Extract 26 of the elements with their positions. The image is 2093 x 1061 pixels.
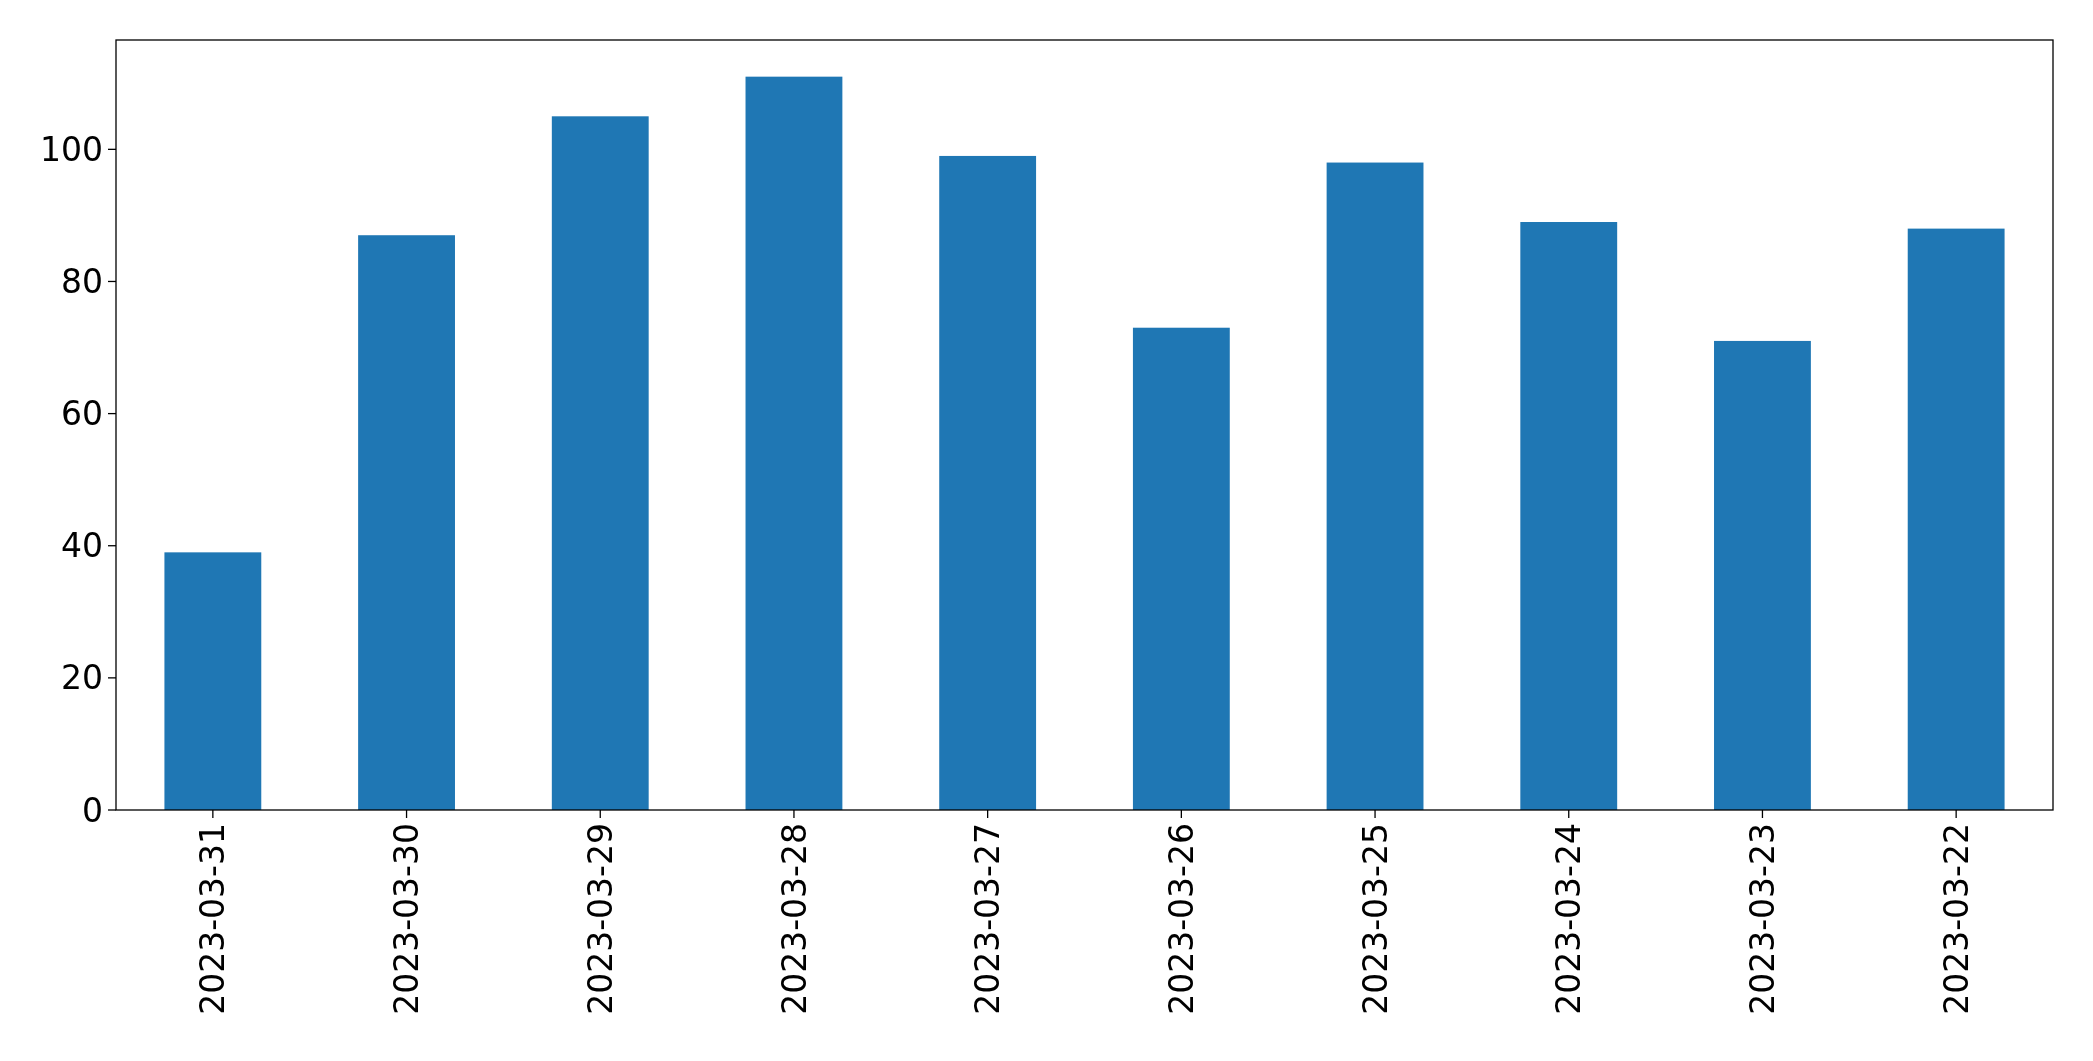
bar [551,116,649,810]
bar [1326,162,1424,810]
x-tick-label: 2023-03-30 [387,823,427,1015]
x-tick-label: 2023-03-22 [1936,823,1976,1015]
bar [1132,327,1230,810]
y-tick-label: 80 [61,262,103,302]
bar [1714,340,1811,810]
bar [358,235,455,810]
x-tick-label: 2023-03-26 [1161,823,1201,1015]
x-tick-label: 2023-03-24 [1549,823,1589,1015]
x-tick-label: 2023-03-25 [1355,823,1395,1015]
y-tick-label: 100 [40,129,103,169]
x-tick-label: 2023-03-31 [193,823,233,1015]
bar [1907,228,2005,810]
y-tick-label: 40 [61,526,103,566]
x-tick-label: 2023-03-29 [580,823,620,1015]
bar [1520,222,1618,810]
x-tick-label: 2023-03-23 [1743,823,1782,1015]
y-tick-label: 20 [61,658,103,698]
bar [745,76,843,810]
bar [164,552,262,810]
x-tick-label: 2023-03-28 [774,823,814,1015]
bar [939,155,1037,810]
y-tick-label: 0 [82,790,103,830]
y-tick-label: 60 [61,394,103,434]
x-tick-label: 2023-03-27 [968,823,1008,1015]
